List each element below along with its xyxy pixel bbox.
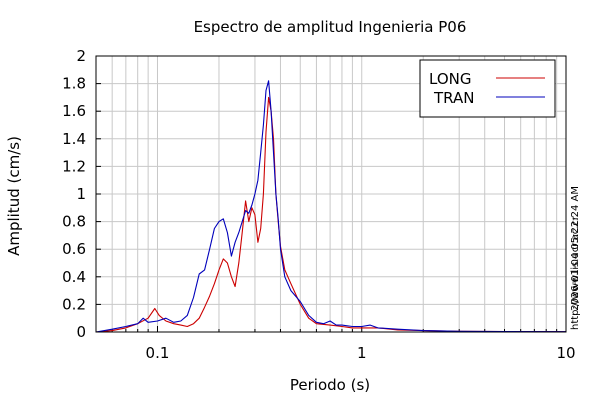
y-tick-label: 1.2 xyxy=(62,157,86,175)
grid xyxy=(95,55,566,333)
source-url-text: http://www.lis.ucr.ac.cr xyxy=(570,215,581,330)
y-tick-label: 1.4 xyxy=(62,130,86,148)
y-tick-label: 0.6 xyxy=(62,240,86,258)
y-tick-label: 0.8 xyxy=(62,213,86,231)
plot-frame xyxy=(95,55,567,333)
y-tick-label: 2 xyxy=(76,47,86,65)
y-tick-label: 0.2 xyxy=(62,295,86,313)
x-tick-label: 0.1 xyxy=(146,344,170,362)
chart-title: Espectro de amplitud Ingenieria P06 xyxy=(194,18,467,36)
x-axis-label: Periodo (s) xyxy=(290,376,370,394)
x-tick-label: 10 xyxy=(556,344,575,362)
legend: LONG TRAN xyxy=(419,59,556,118)
x-tick-label: 1 xyxy=(357,344,367,362)
y-tick-label: 1.6 xyxy=(62,102,86,120)
legend-label-long: LONG xyxy=(429,70,471,88)
y-tick-label: 1 xyxy=(76,185,86,203)
series-line-long xyxy=(95,96,567,333)
timestamp-text: 2026-01-04 05:22:24 AM xyxy=(570,186,581,311)
axes: 0 0.2 0.4 0.6 0.8 1 1.2 1.4 1.6 1.8 2 0.1 1 10 xyxy=(62,47,575,362)
series-line-tran xyxy=(95,80,567,333)
legend-label-tran: TRAN xyxy=(433,89,474,107)
y-tick-label: 1.8 xyxy=(62,75,86,93)
series-layer xyxy=(95,80,567,333)
legend-box xyxy=(419,59,556,118)
y-axis-label: Amplitud (cm/s) xyxy=(5,136,23,256)
y-tick-label: 0.4 xyxy=(62,268,86,286)
y-tick-label: 0 xyxy=(76,323,86,341)
